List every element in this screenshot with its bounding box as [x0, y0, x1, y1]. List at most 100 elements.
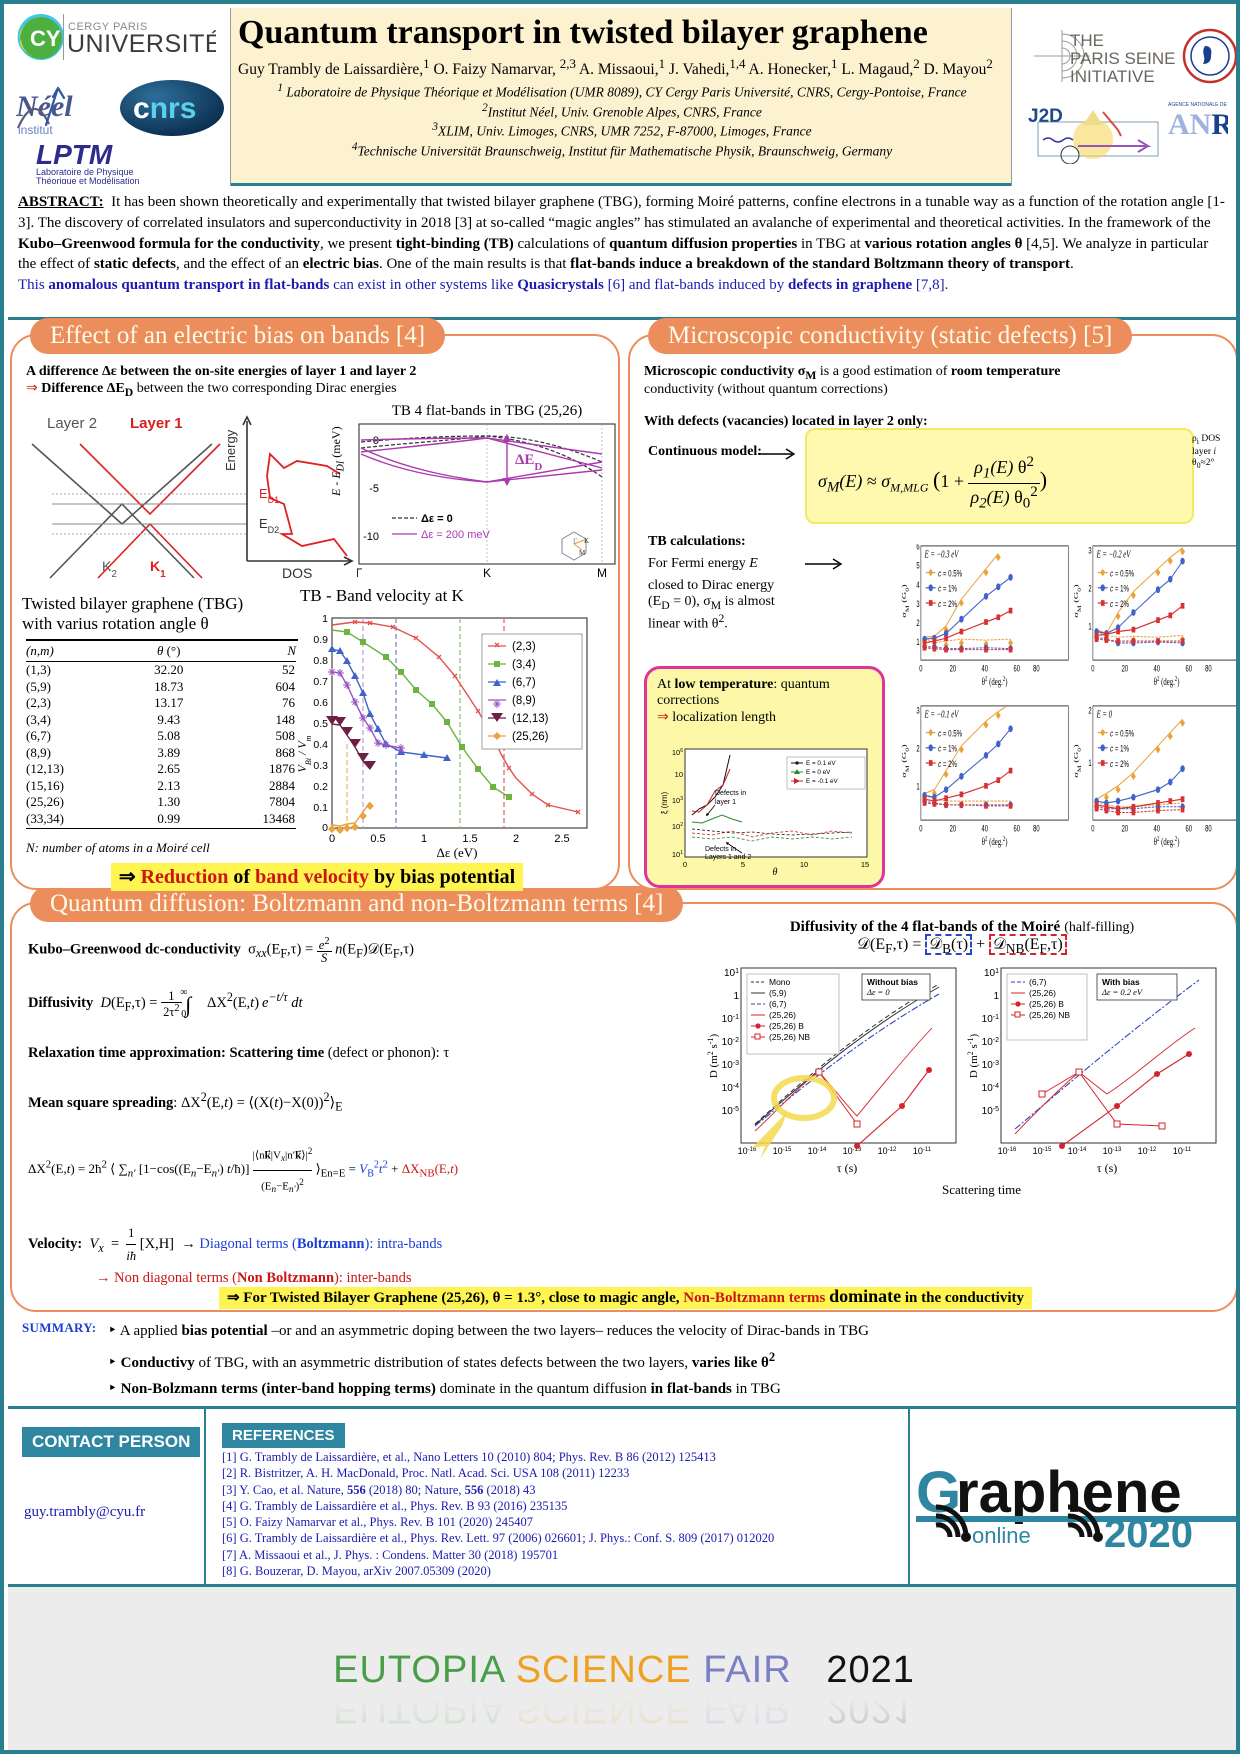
svg-text:Energy: Energy	[223, 429, 238, 471]
svg-text:10: 10	[675, 770, 683, 779]
svg-text:20: 20	[950, 823, 956, 834]
svg-text:With bias: With bias	[1102, 977, 1140, 987]
svg-text:c = 0.5%: c = 0.5%	[1110, 728, 1134, 739]
svg-text:1: 1	[322, 614, 328, 625]
svg-text:106: 106	[672, 748, 683, 757]
svg-text:(6,7): (6,7)	[1029, 977, 1047, 987]
svg-text:K: K	[584, 537, 589, 545]
svg-text:40: 40	[982, 823, 988, 834]
svg-text:M: M	[597, 566, 607, 580]
svg-text:VBi / Vm: VBi / Vm	[295, 735, 313, 772]
svg-text:Without bias: Without bias	[867, 977, 918, 987]
svg-text:10-4: 10-4	[982, 1083, 999, 1095]
svg-text:80: 80	[1033, 823, 1039, 834]
svg-text:2: 2	[1088, 705, 1091, 716]
svg-text:θ2 (deg.2): θ2 (deg.2)	[982, 675, 1008, 687]
svg-text:E = -0.1 eV: E = -0.1 eV	[806, 778, 838, 785]
svg-text:τ (s): τ (s)	[837, 1161, 857, 1175]
svg-text:0.5: 0.5	[313, 718, 328, 730]
svg-text:60: 60	[1013, 823, 1019, 834]
svg-text:c = 2%: c = 2%	[1110, 598, 1129, 609]
svg-text:80: 80	[1033, 663, 1039, 674]
svg-text:τ (s): τ (s)	[1097, 1161, 1117, 1175]
svg-text:3: 3	[1088, 545, 1091, 556]
svg-text:E = −0.1 eV: E = −0.1 eV	[924, 708, 960, 720]
svg-text:1: 1	[733, 991, 739, 1002]
svg-text:0: 0	[683, 860, 687, 869]
svg-text:K: K	[483, 566, 491, 580]
svg-text:θ: θ	[773, 867, 778, 877]
svg-text:c = 0.5%: c = 0.5%	[1110, 568, 1134, 579]
svg-text:80: 80	[1205, 823, 1211, 834]
svg-text:σM (G0): σM (G0)	[900, 584, 910, 617]
svg-text:E = 0.1 eV: E = 0.1 eV	[806, 760, 836, 767]
svg-text:Δε = 0.2 eV: Δε = 0.2 eV	[1101, 987, 1144, 997]
svg-text:10-16: 10-16	[998, 1146, 1017, 1156]
svg-text:σM (G0): σM (G0)	[1072, 584, 1082, 617]
svg-text:c = 2%: c = 2%	[938, 598, 957, 609]
svg-text:(25,26) NB: (25,26) NB	[1029, 1010, 1070, 1020]
svg-text:2: 2	[513, 833, 519, 845]
svg-text:0: 0	[1091, 823, 1094, 834]
svg-text:DOS: DOS	[282, 565, 312, 581]
svg-text:10-2: 10-2	[982, 1037, 999, 1049]
svg-text:online: online	[972, 1523, 1031, 1548]
svg-text:Defects in: Defects in	[705, 846, 736, 853]
svg-text:10-15: 10-15	[773, 1146, 792, 1156]
svg-text:10-5: 10-5	[722, 1106, 739, 1118]
svg-text:0.1: 0.1	[313, 802, 328, 814]
svg-text:layer 1: layer 1	[715, 799, 736, 806]
svg-text:2.5: 2.5	[554, 833, 569, 845]
svg-text:E = −0.3 eV: E = −0.3 eV	[924, 548, 960, 560]
svg-text:(2,3): (2,3)	[512, 641, 536, 653]
svg-text:c = 1%: c = 1%	[938, 743, 957, 754]
svg-text:θ2 (deg.2): θ2 (deg.2)	[982, 835, 1008, 847]
svg-text:60: 60	[1185, 823, 1191, 834]
svg-text:10-14: 10-14	[808, 1146, 827, 1156]
svg-text:2: 2	[916, 743, 919, 754]
svg-text:10-13: 10-13	[1103, 1146, 1122, 1156]
svg-text:10-4: 10-4	[722, 1083, 739, 1095]
svg-text:1: 1	[916, 781, 919, 792]
svg-text:101: 101	[724, 968, 739, 980]
svg-text:60: 60	[1013, 663, 1019, 674]
svg-text:UNIVERSITÉ: UNIVERSITÉ	[67, 29, 216, 58]
svg-text:0.6: 0.6	[313, 697, 328, 709]
svg-text:1.5: 1.5	[462, 833, 477, 845]
svg-text:10-3: 10-3	[722, 1060, 739, 1072]
svg-text:10-5: 10-5	[982, 1106, 999, 1118]
svg-text:σM (G0): σM (G0)	[1072, 744, 1082, 777]
svg-text:c = 1%: c = 1%	[1110, 583, 1129, 594]
svg-text:40: 40	[982, 663, 988, 674]
svg-text:Δε = 0: Δε = 0	[421, 513, 453, 525]
svg-text:ξ (nm): ξ (nm)	[660, 792, 669, 815]
svg-text:(25,26) B: (25,26) B	[769, 1021, 804, 1031]
svg-text:0.5: 0.5	[370, 833, 385, 845]
svg-text:1: 1	[421, 833, 427, 845]
svg-text:THE: THE	[1070, 31, 1104, 50]
svg-text:(6,7): (6,7)	[512, 677, 536, 689]
svg-text:0.8: 0.8	[313, 655, 328, 667]
svg-text:D (m2 s-1): D (m2 s-1)	[967, 1034, 980, 1079]
svg-text:40: 40	[1154, 823, 1160, 834]
svg-text:Layer 1: Layer 1	[130, 415, 183, 432]
svg-text:10-15: 10-15	[1033, 1146, 1052, 1156]
svg-text:c = 1%: c = 1%	[1110, 743, 1129, 754]
svg-text:60: 60	[1185, 663, 1191, 674]
svg-text:1: 1	[916, 637, 919, 648]
svg-text:σM (G0): σM (G0)	[900, 744, 910, 777]
svg-text:c = 0.5%: c = 0.5%	[938, 568, 962, 579]
svg-text:40: 40	[1154, 663, 1160, 674]
svg-text:0.4: 0.4	[313, 739, 328, 751]
svg-text:(12,13): (12,13)	[512, 713, 549, 725]
svg-text:2020: 2020	[1104, 1512, 1193, 1556]
svg-text:Théorique et Modélisation: Théorique et Modélisation	[36, 176, 140, 184]
svg-text:K1: K1	[150, 558, 166, 580]
svg-text:20: 20	[1122, 823, 1128, 834]
svg-text:101: 101	[984, 968, 999, 980]
svg-text:3: 3	[916, 705, 919, 716]
svg-text:103: 103	[672, 796, 683, 805]
svg-text:Layer 2: Layer 2	[47, 415, 97, 432]
svg-text:10: 10	[800, 860, 808, 869]
svg-text:(25,26): (25,26)	[1029, 988, 1056, 998]
